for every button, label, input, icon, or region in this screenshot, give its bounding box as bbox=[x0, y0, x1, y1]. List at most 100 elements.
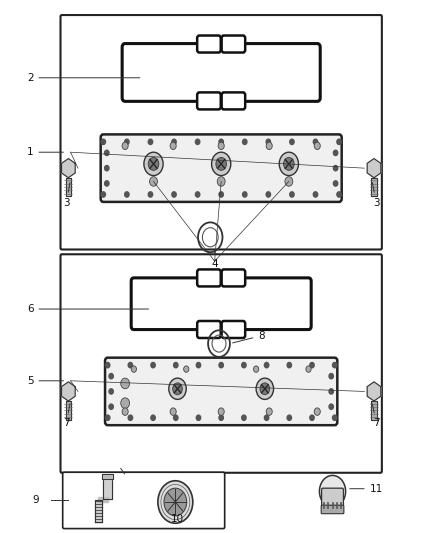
Circle shape bbox=[329, 374, 333, 379]
Circle shape bbox=[283, 157, 294, 171]
Circle shape bbox=[219, 415, 223, 421]
Text: 1: 1 bbox=[27, 147, 64, 157]
Text: 10: 10 bbox=[171, 514, 184, 524]
Circle shape bbox=[195, 139, 200, 144]
FancyBboxPatch shape bbox=[197, 321, 221, 338]
FancyBboxPatch shape bbox=[197, 36, 221, 53]
Circle shape bbox=[148, 192, 152, 197]
Circle shape bbox=[243, 192, 247, 197]
Circle shape bbox=[173, 362, 178, 368]
Circle shape bbox=[151, 415, 155, 421]
Circle shape bbox=[290, 139, 294, 144]
Circle shape bbox=[196, 415, 201, 421]
Circle shape bbox=[122, 142, 128, 150]
Circle shape bbox=[148, 139, 152, 144]
Circle shape bbox=[319, 475, 346, 507]
Circle shape bbox=[195, 192, 200, 197]
Circle shape bbox=[109, 374, 113, 379]
Circle shape bbox=[128, 362, 133, 368]
Circle shape bbox=[125, 139, 129, 144]
Circle shape bbox=[128, 415, 133, 421]
Text: 2: 2 bbox=[27, 73, 140, 83]
Circle shape bbox=[332, 415, 337, 421]
Circle shape bbox=[148, 157, 159, 171]
Circle shape bbox=[101, 192, 106, 197]
Circle shape bbox=[310, 362, 314, 368]
Circle shape bbox=[332, 362, 337, 368]
Circle shape bbox=[329, 389, 333, 394]
Circle shape bbox=[219, 139, 223, 144]
Circle shape bbox=[170, 408, 176, 415]
FancyBboxPatch shape bbox=[222, 269, 245, 286]
Polygon shape bbox=[98, 497, 108, 502]
Circle shape bbox=[125, 192, 129, 197]
Circle shape bbox=[121, 378, 130, 389]
Circle shape bbox=[144, 152, 163, 175]
Polygon shape bbox=[367, 382, 381, 401]
FancyBboxPatch shape bbox=[101, 134, 342, 202]
Circle shape bbox=[170, 142, 176, 150]
FancyBboxPatch shape bbox=[63, 472, 225, 529]
Circle shape bbox=[150, 176, 157, 186]
Circle shape bbox=[151, 362, 155, 368]
Circle shape bbox=[333, 181, 338, 186]
Circle shape bbox=[242, 415, 246, 421]
FancyBboxPatch shape bbox=[105, 358, 337, 425]
FancyBboxPatch shape bbox=[60, 254, 382, 473]
Circle shape bbox=[106, 362, 110, 368]
Circle shape bbox=[254, 366, 259, 372]
Circle shape bbox=[279, 152, 298, 175]
Circle shape bbox=[105, 165, 109, 171]
Circle shape bbox=[131, 366, 137, 372]
FancyBboxPatch shape bbox=[321, 505, 344, 514]
FancyBboxPatch shape bbox=[60, 15, 382, 249]
Circle shape bbox=[109, 389, 113, 394]
Circle shape bbox=[266, 408, 272, 415]
FancyBboxPatch shape bbox=[197, 92, 221, 109]
Circle shape bbox=[184, 366, 189, 372]
Text: 6: 6 bbox=[27, 304, 148, 314]
Circle shape bbox=[337, 192, 341, 197]
Circle shape bbox=[217, 176, 225, 186]
Circle shape bbox=[212, 152, 231, 175]
Circle shape bbox=[219, 362, 223, 368]
Polygon shape bbox=[367, 159, 381, 177]
Circle shape bbox=[266, 139, 271, 144]
Circle shape bbox=[242, 362, 246, 368]
Circle shape bbox=[266, 192, 271, 197]
Polygon shape bbox=[103, 477, 112, 499]
Circle shape bbox=[314, 142, 320, 150]
Text: 3: 3 bbox=[63, 183, 70, 208]
Circle shape bbox=[243, 139, 247, 144]
Circle shape bbox=[173, 415, 178, 421]
Polygon shape bbox=[371, 177, 377, 196]
Circle shape bbox=[266, 142, 272, 150]
Circle shape bbox=[219, 192, 223, 197]
Circle shape bbox=[109, 404, 113, 409]
Circle shape bbox=[285, 176, 293, 186]
Circle shape bbox=[287, 362, 291, 368]
Circle shape bbox=[105, 181, 109, 186]
Circle shape bbox=[172, 139, 176, 144]
Text: 9: 9 bbox=[32, 495, 39, 505]
Circle shape bbox=[196, 362, 201, 368]
Circle shape bbox=[158, 481, 193, 523]
FancyBboxPatch shape bbox=[197, 269, 221, 286]
Circle shape bbox=[290, 192, 294, 197]
Text: 8: 8 bbox=[233, 330, 265, 343]
Polygon shape bbox=[62, 159, 75, 177]
Circle shape bbox=[122, 408, 128, 415]
Circle shape bbox=[218, 142, 224, 150]
Polygon shape bbox=[62, 382, 75, 401]
Circle shape bbox=[333, 150, 338, 156]
FancyBboxPatch shape bbox=[222, 321, 245, 338]
Polygon shape bbox=[95, 500, 102, 522]
Circle shape bbox=[216, 157, 226, 171]
Circle shape bbox=[313, 192, 318, 197]
Polygon shape bbox=[102, 474, 113, 479]
Circle shape bbox=[287, 415, 291, 421]
Circle shape bbox=[265, 415, 269, 421]
Circle shape bbox=[310, 415, 314, 421]
Circle shape bbox=[306, 366, 311, 372]
Polygon shape bbox=[66, 177, 71, 196]
